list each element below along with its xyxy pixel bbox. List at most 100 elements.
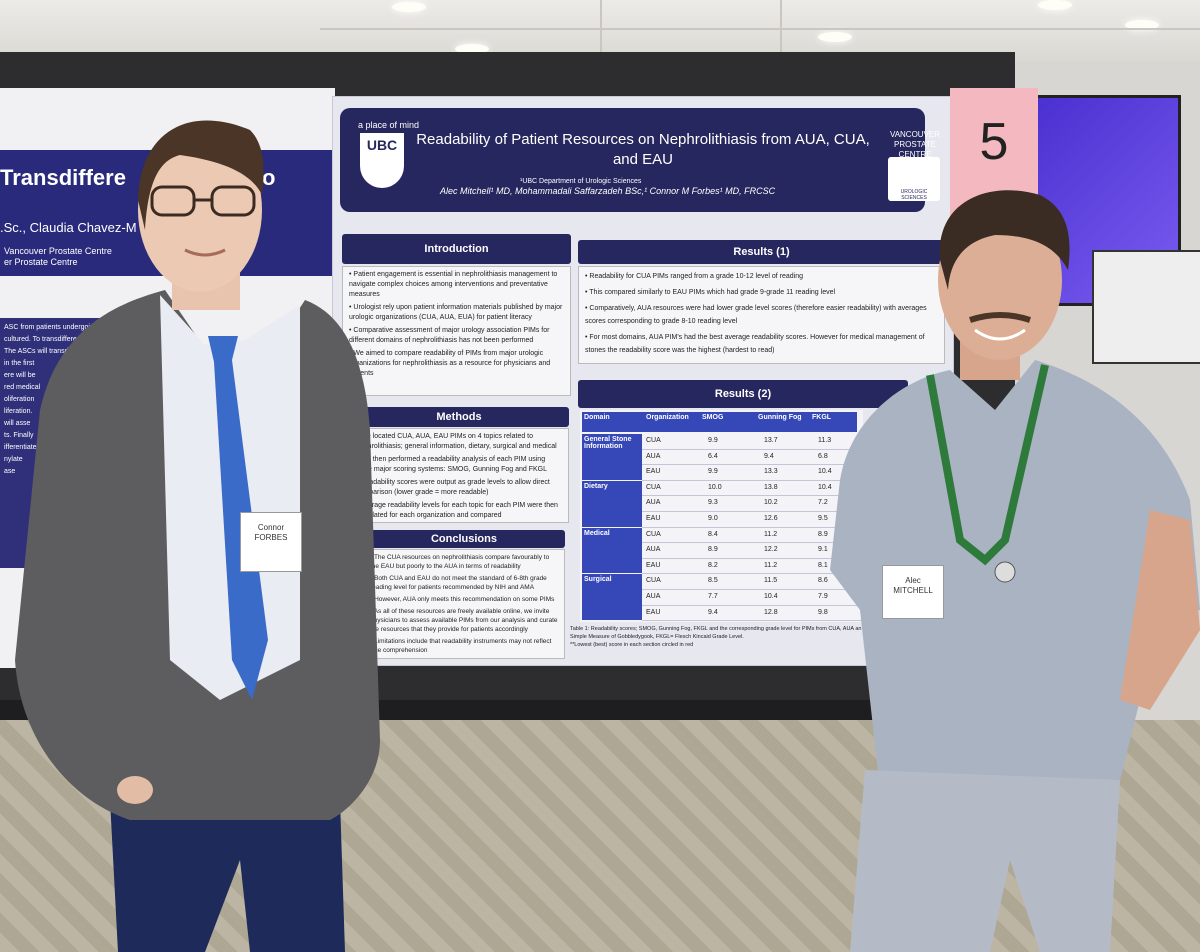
table-row-divider <box>642 573 862 575</box>
table-cell: 10.4 <box>818 468 832 476</box>
person-right-moustache <box>969 312 1031 323</box>
poster-number: 5 <box>979 113 1009 171</box>
ceiling-light <box>392 2 426 12</box>
person-right <box>830 190 1200 952</box>
table-cell: 7.7 <box>708 593 718 600</box>
person-left-head <box>138 128 262 292</box>
table-column-header: Domain <box>584 414 610 421</box>
table-cell: 7.2 <box>818 499 828 507</box>
poster-title: Readability of Patient Resources on Neph… <box>416 131 870 168</box>
table-row-divider <box>642 464 862 466</box>
left-poster-body-line: nylate <box>4 456 23 463</box>
results2-heading: Results (2) <box>578 380 908 408</box>
conclusions-bullet: • However, AUA only meets this recommend… <box>370 596 555 603</box>
table-cell: 9.8 <box>818 608 828 616</box>
ubc-logo-text: UBC <box>366 137 398 153</box>
person-right-lanyard <box>926 364 1049 566</box>
table-cell: 6.4 <box>708 452 718 460</box>
table-cell: 10.0 <box>708 483 722 491</box>
table-cell: 12.6 <box>764 515 778 522</box>
results1-bullet: • This compared similarly to EAU PIMs wh… <box>585 289 836 296</box>
table-column-header: SMOG <box>702 414 724 421</box>
methods-bullet: • Average readability levels for each to… <box>356 502 558 519</box>
table-cell: 12.2 <box>764 546 778 554</box>
table-cell: 9.0 <box>708 515 718 522</box>
vancouver-prostate-centre-label: VANCOUVER PROSTATE CENTRE <box>889 130 941 159</box>
table-cell: EAU <box>646 608 661 616</box>
conclusions-bullet: • The CUA resources on nephrolithiasis c… <box>370 554 550 570</box>
table-domain-cell: Dietary <box>582 480 642 527</box>
results1-bullet: • Readability for CUA PIMs ranged from a… <box>585 273 804 280</box>
table-cell: 10.4 <box>818 483 832 491</box>
methods-body: • We located CUA, AUA, EAU PIMs on 4 top… <box>349 428 569 523</box>
table-row-divider <box>642 557 862 559</box>
table-cell: CUA <box>646 483 661 491</box>
left-poster-authors: .Sc., Claudia Chavez-M <box>0 220 137 235</box>
person-right-hair <box>939 190 1070 290</box>
left-poster-body-line: cultured. To transdiffere <box>4 336 77 343</box>
table-cell: 11.2 <box>764 561 778 569</box>
poster-authors: Alec Mitchell¹ MD, Mohammadali Saffarzad… <box>440 186 776 196</box>
urologic-sciences-logo: UROLOGIC SCIENCES <box>888 157 940 201</box>
introduction-bullet: • We aimed to compare readability of PIM… <box>349 350 551 377</box>
left-poster-body-line: The ASCs will transdiff <box>4 348 74 355</box>
person-right-scrub-pants <box>850 770 1120 952</box>
left-poster-body-line: ts. Finally <box>4 432 34 439</box>
table-cell: EAU <box>646 468 661 476</box>
badge-right-first: Alec <box>905 576 921 585</box>
table-cell: 12.8 <box>764 608 778 616</box>
left-poster-body-line: red medical <box>4 384 41 391</box>
name-badge-right: Alec MITCHELL <box>882 565 944 619</box>
introduction-bullet: • Urologist rely upon patient informatio… <box>349 304 563 321</box>
person-left-tie <box>208 336 268 700</box>
introduction-body: • Patient engagement is essential in nep… <box>342 266 571 396</box>
introduction-bullet: • Comparative assessment of major urolog… <box>349 327 550 344</box>
table-cell: AUA <box>646 452 661 460</box>
methods-bullet: • We located CUA, AUA, EAU PIMs on 4 top… <box>356 433 557 450</box>
name-badge-left: Connor FORBES <box>240 512 302 572</box>
urologic-sciences-logo-text: UROLOGIC SCIENCES <box>900 189 928 201</box>
table-cell: 11.3 <box>818 437 832 444</box>
badge-left-first: Connor <box>257 523 285 532</box>
left-poster-body-line: liferation. <box>4 408 33 415</box>
table-caption-line: Table 1: Readability scores; SMOG, Gunni… <box>570 626 862 632</box>
table-cell: AUA <box>646 499 661 507</box>
poster-header <box>340 108 925 212</box>
table-row-divider <box>642 479 862 481</box>
left-poster-body-line: in the first <box>4 360 35 367</box>
table-cell: CUA <box>646 530 661 538</box>
conclusions-bullet: • Limitations include that readability i… <box>370 638 552 654</box>
table-cell: 8.2 <box>708 561 718 569</box>
person-left-hair <box>138 120 264 230</box>
conclusions-bullet: • As all of these resources are freely a… <box>370 608 558 633</box>
results1-bullet: • Comparatively, AUA resources were had … <box>585 305 927 325</box>
table-cell: 9.9 <box>708 437 718 444</box>
left-affiliation: Vancouver Prostate Centre <box>4 246 112 256</box>
table-cell: 6.8 <box>818 452 828 460</box>
poster-department: ¹UBC Department of Urologic Sciences <box>520 178 642 185</box>
ceiling-tile-line <box>320 28 1200 30</box>
table-row-divider <box>642 448 862 450</box>
table-cell: AUA <box>646 546 661 554</box>
table-caption-line: **Lowest (best) score in each section ci… <box>570 642 694 648</box>
table-column-header: FKGL <box>812 414 832 421</box>
left-poster-body-line: oliferation <box>4 396 35 403</box>
table-domain-cell: General Stone Information <box>582 434 642 480</box>
table-row-divider <box>642 511 862 512</box>
table-row-divider <box>642 589 862 590</box>
table-cell: 9.3 <box>708 499 718 507</box>
ceiling-light <box>818 32 852 42</box>
table-domain-cell: Medical <box>582 527 642 574</box>
table-domain-cell: Surgical <box>582 574 642 621</box>
table-cell: 9.1 <box>818 546 828 554</box>
ceiling-light <box>1038 0 1072 10</box>
table-column-header: Gunning Fog <box>758 414 802 421</box>
left-affiliation: er Prostate Centre <box>4 257 78 267</box>
table-cell: CUA <box>646 577 661 585</box>
table-cell: AUA <box>646 593 661 600</box>
results-table-header <box>582 412 857 432</box>
person-left <box>15 120 380 952</box>
methods-bullet: • Readability scores were output as grad… <box>356 479 550 496</box>
table-row-divider <box>642 604 862 606</box>
table-cell: 9.5 <box>818 515 828 522</box>
